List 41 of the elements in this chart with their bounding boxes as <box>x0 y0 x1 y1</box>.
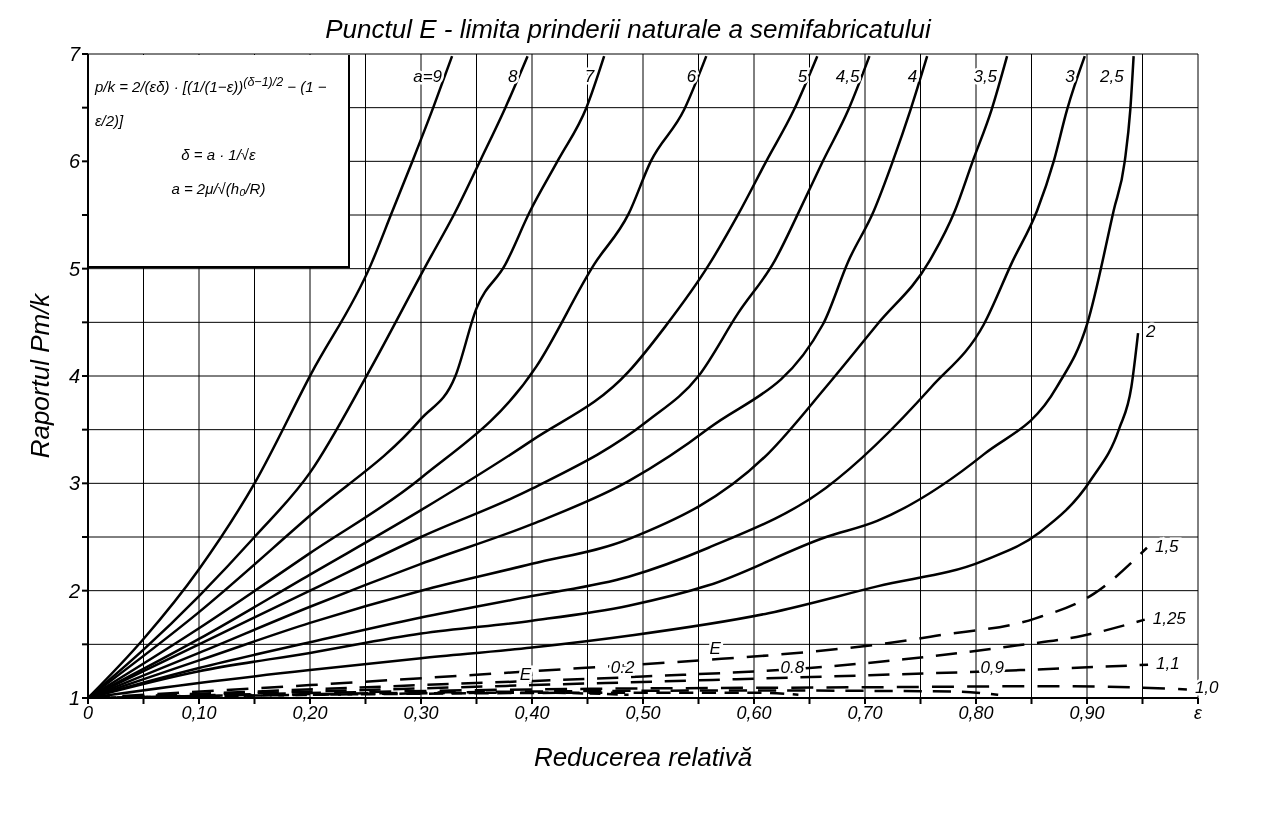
series-label: 4,5 <box>835 67 860 87</box>
series-label: 1,0 <box>1194 678 1220 698</box>
series-label: 2 <box>1145 322 1157 342</box>
chart-title: Punctul E - limita prinderii naturale a semifabricatului <box>324 14 933 45</box>
x-tick-label: 0,10 <box>181 702 217 723</box>
series-label: 6 <box>686 67 697 87</box>
series-label: a=9 <box>413 67 443 87</box>
annotation: a = 2μ/√(h₀/R) <box>170 179 267 199</box>
formula-box: p/k = 2/(εδ) · [(1/(1−ε))$^{(δ−1)/2}$ − (1 − ε/2)] δ = a · 1/√ε a = 2μ/√(h₀/R) <box>89 55 350 268</box>
series-label: 1,1 <box>1156 653 1180 673</box>
y-tick-label: 6 <box>68 150 81 173</box>
x-tick-label: 0,80 <box>958 702 994 723</box>
series-label: 0,9 <box>980 657 1005 677</box>
y-tick-label: 7 <box>68 43 81 66</box>
series-label: 3 <box>1065 67 1076 87</box>
y-tick-label: 1 <box>68 687 80 710</box>
series-label: 1,5 <box>1154 536 1180 556</box>
series-label: 0.8 <box>780 657 805 677</box>
x-tick-label: 0,20 <box>292 702 328 723</box>
x-tick-label: 0,30 <box>403 702 439 723</box>
y-axis-title: Raportul Pm/k <box>25 291 56 459</box>
x-tick-label: 0 <box>82 702 94 723</box>
x-axis-title: Reducerea relativă <box>533 742 753 773</box>
y-tick-label: 3 <box>68 472 80 495</box>
series-label: 5 <box>797 67 808 87</box>
x-tick-label: 0,40 <box>514 702 550 723</box>
annotation: E <box>709 639 722 659</box>
series-label: 3,5 <box>973 67 998 87</box>
series-label: 4 <box>907 67 918 87</box>
series-label: 8 <box>508 67 519 87</box>
series-label: 1,25 <box>1152 608 1187 628</box>
x-tick-label: 0,70 <box>847 702 883 723</box>
y-tick-label: 5 <box>68 257 81 280</box>
series-label: 2,5 <box>1098 67 1125 87</box>
x-tick-label: 0,50 <box>625 702 661 723</box>
x-tick-label: ε <box>1194 702 1204 723</box>
x-tick-label: 0,90 <box>1069 702 1105 723</box>
x-tick-label: 0,60 <box>736 702 772 723</box>
y-tick-label: 4 <box>68 365 80 388</box>
annotation: δ = a · 1/√ε <box>180 145 257 165</box>
y-tick-label: 2 <box>67 579 80 602</box>
